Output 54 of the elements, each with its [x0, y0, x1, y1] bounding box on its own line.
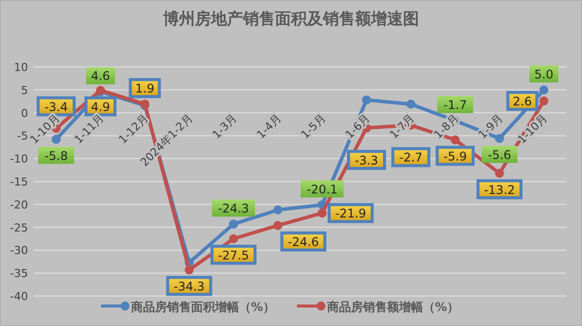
data-label: -5.9 — [443, 149, 467, 164]
point — [362, 95, 371, 104]
data-label: -20.1 — [306, 182, 338, 196]
chart-title: 博州房地产销售面积及销售额增速图 — [162, 9, 419, 28]
y-tick-label: -40 — [10, 290, 28, 303]
y-tick-label: 5 — [21, 84, 28, 97]
y-tick-label: -35 — [10, 267, 28, 280]
data-label: 4.9 — [90, 100, 110, 114]
data-label: -3.4 — [44, 100, 68, 114]
legend-label: 商品房销售额增幅（%） — [326, 300, 460, 314]
data-label: -13.2 — [484, 182, 516, 197]
legend-label: 商品房销售面积增幅（%） — [130, 300, 276, 314]
y-tick-label: -10 — [10, 152, 28, 166]
y-tick-label: -15 — [10, 176, 28, 188]
point — [539, 96, 548, 106]
y-tick-label: -5 — [17, 130, 28, 143]
data-label: -24.3 — [218, 202, 250, 216]
data-label: -21.9 — [335, 206, 366, 221]
x-tick-label: 1-5月 — [298, 112, 328, 142]
data-label: 2.6 — [512, 94, 532, 108]
data-label: -2.7 — [399, 150, 423, 165]
data-label: 1.9 — [135, 82, 154, 96]
point — [184, 265, 194, 274]
x-tick-label: 1-6月 — [342, 112, 373, 142]
point — [450, 135, 460, 144]
point — [273, 220, 282, 230]
y-tick-label: 10 — [14, 61, 28, 74]
data-label: -3.3 — [354, 153, 378, 168]
x-tick-label: 1-9月 — [476, 112, 506, 142]
x-tick-label: 1-8月 — [432, 112, 462, 142]
data-label: -34.3 — [174, 279, 205, 294]
y-tick-label: -20 — [10, 198, 28, 212]
data-label: -5.6 — [488, 148, 512, 162]
y-tick-label: 0 — [21, 106, 28, 120]
data-label: 5.0 — [534, 67, 554, 82]
point — [495, 134, 504, 143]
x-tick-label: 1-4月 — [254, 112, 284, 142]
point — [229, 220, 238, 229]
point — [406, 100, 416, 109]
data-label: -5.8 — [44, 148, 68, 163]
point — [539, 85, 548, 94]
y-tick-label: -25 — [10, 221, 28, 234]
point — [229, 234, 238, 244]
data-label: -27.5 — [218, 248, 250, 262]
data-label: -1.7 — [443, 98, 467, 112]
point — [52, 134, 61, 144]
y-tick-label: -30 — [10, 244, 28, 258]
point — [273, 205, 282, 214]
x-tick-label: 1-7月 — [387, 112, 417, 142]
data-label: 4.6 — [90, 69, 110, 84]
data-label: -24.6 — [288, 234, 319, 249]
x-tick-label: 1-3月 — [210, 112, 240, 142]
point — [318, 208, 327, 218]
point — [495, 168, 504, 178]
